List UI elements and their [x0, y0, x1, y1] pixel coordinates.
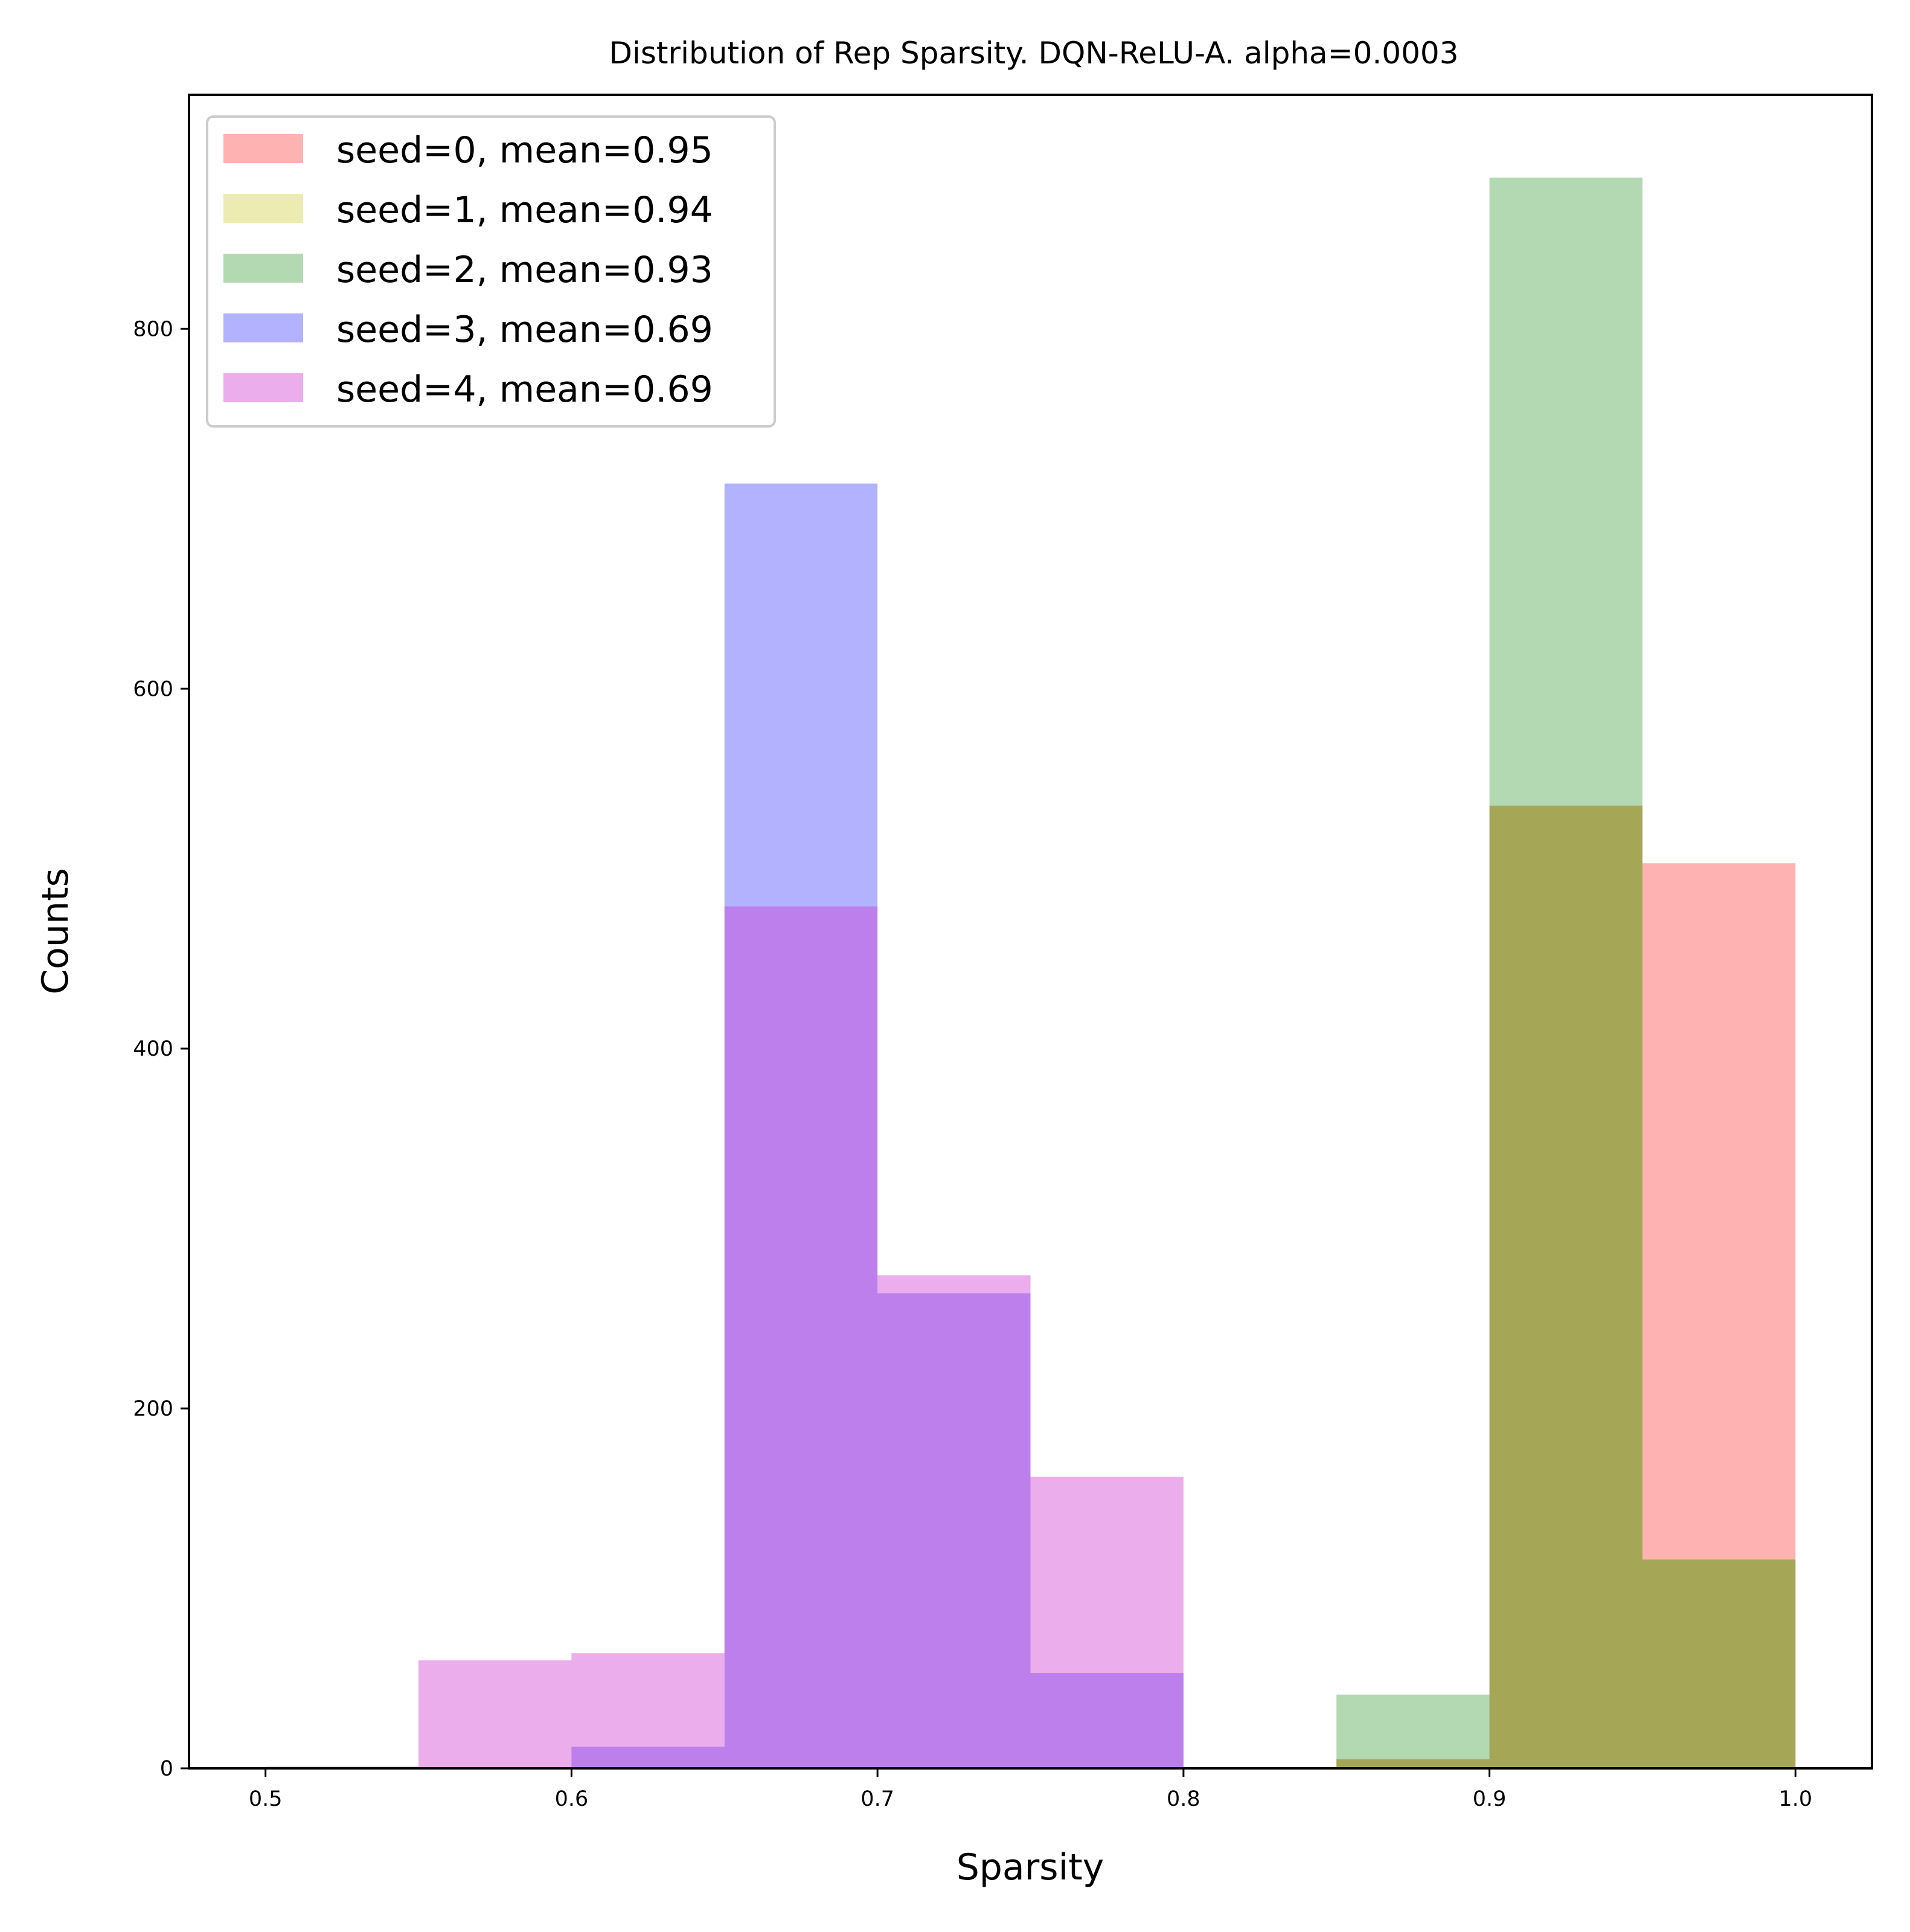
bar-seed1-bin9 — [1642, 1559, 1796, 1768]
y-tick-label: 0 — [160, 1757, 173, 1781]
legend-swatch — [223, 254, 303, 283]
bar-seed4-bin1 — [418, 1660, 572, 1768]
y-tick-label: 600 — [133, 677, 173, 701]
bar-seed0-bin9 — [1642, 863, 1796, 1768]
x-tick-label: 0.8 — [1167, 1787, 1200, 1811]
legend-swatch — [223, 194, 303, 223]
bar-seed4-bin4 — [877, 1275, 1031, 1768]
bar-seed4-bin3 — [724, 906, 878, 1768]
legend: seed=0, mean=0.95 seed=1, mean=0.94 seed=2… — [206, 115, 776, 428]
legend-label: seed=3, mean=0.69 — [336, 309, 713, 351]
bar-seed2-bin9 — [1642, 1559, 1796, 1768]
bar-seed3-bin4 — [877, 1293, 1031, 1768]
x-tick-label: 0.7 — [860, 1787, 894, 1811]
legend-label: seed=4, mean=0.69 — [336, 368, 713, 411]
chart-title: Distribution of Rep Sparsity. DQN-ReLU-A… — [609, 36, 1458, 71]
bar-seed3-bin2 — [571, 1747, 725, 1768]
legend-swatch — [223, 313, 303, 342]
x-tick-label: 0.5 — [249, 1787, 283, 1811]
legend-label: seed=2, mean=0.93 — [336, 249, 713, 291]
x-tick-label: 0.6 — [555, 1787, 589, 1811]
x-tick-label: 1.0 — [1778, 1787, 1812, 1811]
x-tick-label: 0.9 — [1473, 1787, 1507, 1811]
bar-seed3-bin5 — [1030, 1673, 1184, 1768]
y-tick-label: 800 — [133, 317, 173, 341]
y-axis-label: Counts — [34, 868, 77, 994]
legend-swatch — [223, 134, 303, 163]
bar-seed1-bin8 — [1489, 805, 1642, 1768]
plot-frame — [188, 94, 1873, 1770]
y-axis: 0 200 400 600 800 — [133, 317, 189, 1781]
bar-seed1-bin7 — [1336, 1759, 1490, 1768]
bar-seed0-bin7 — [1336, 1759, 1490, 1768]
bar-seed4-bin2 — [571, 1653, 725, 1768]
x-axis: 0.5 0.6 0.7 0.8 0.9 1.0 — [249, 1768, 1812, 1811]
legend-label: seed=1, mean=0.94 — [336, 189, 713, 231]
y-tick-label: 200 — [133, 1397, 173, 1421]
bar-seed2-bin7 — [1336, 1694, 1490, 1768]
bars-layer — [265, 178, 1796, 1768]
bar-seed3-bin3 — [724, 483, 878, 1768]
y-tick-label: 400 — [133, 1037, 173, 1061]
bar-seed0-bin8 — [1489, 805, 1642, 1768]
legend-label: seed=0, mean=0.95 — [336, 129, 713, 172]
legend-box — [206, 115, 776, 428]
legend-swatch — [223, 373, 303, 402]
bar-seed2-bin8 — [1489, 178, 1642, 1768]
bar-seed4-bin5 — [1030, 1477, 1184, 1768]
x-axis-label: Sparsity — [957, 1846, 1104, 1889]
